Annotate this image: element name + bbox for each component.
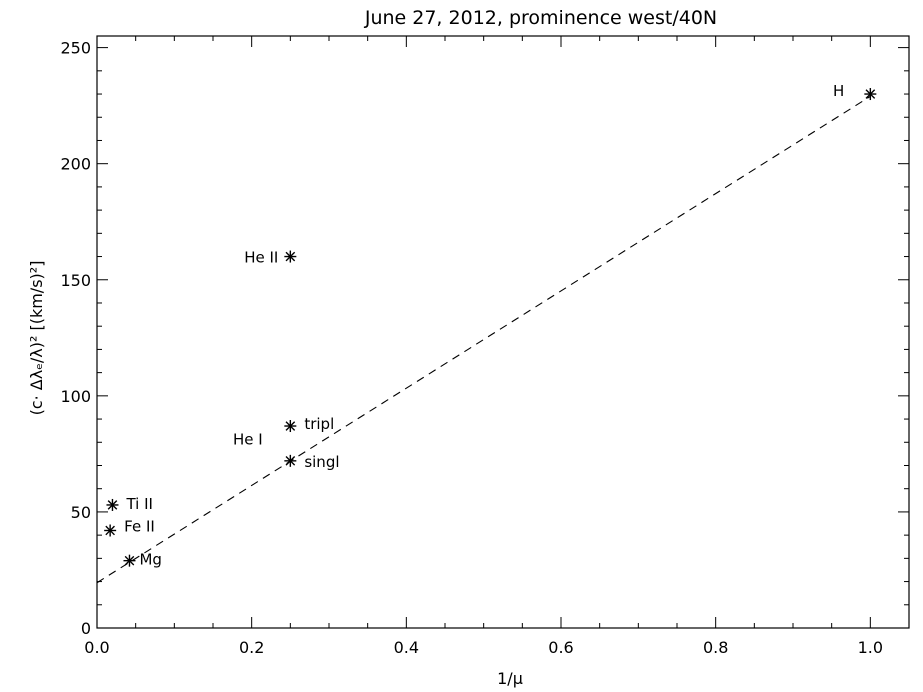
x-tick-label: 0.0 [84,638,109,657]
x-tick-label: 0.2 [239,638,264,657]
x-tick-label: 1.0 [858,638,883,657]
asterisk-marker-stroke [107,500,118,510]
y-tick-label: 50 [71,503,91,522]
data-point: Mg [123,551,162,569]
y-tick-label: 150 [60,271,91,290]
asterisk-marker-stroke [285,421,296,431]
x-axis-label: 1/μ [497,669,523,688]
point-label: singl [304,453,339,471]
y-tick-label: 250 [60,39,91,58]
fit-line [96,95,871,584]
point-label: Fe II [124,517,155,535]
asterisk-marker-stroke [285,456,296,466]
x-tick-label: 0.6 [548,638,573,657]
point-label: Ti II [125,495,152,513]
point-label: H [833,82,844,100]
data-point: tripl [284,415,334,433]
y-tick-label: 0 [81,619,91,638]
asterisk-marker-stroke [285,251,296,262]
y-axis-label: (c· Δλₑ/λ)² [(km/s)²] [27,261,46,416]
y-tick-label: 100 [60,387,91,406]
data-point: Fe II [104,517,155,537]
axis-ticks: 0.0 0.2 0.4 0.6 0.8 1.0 0 50 100 150 200 250 [60,36,910,657]
fit-line-group [96,95,871,584]
plot-frame [96,35,910,629]
data-point: He II [244,249,297,267]
data-points: H He II tripl singl Ti II Fe II Mg He I [104,82,877,569]
point-label: tripl [304,415,334,433]
asterisk-marker-stroke [105,525,115,536]
data-point: singl [284,453,340,471]
annotation-label: He I [233,431,263,449]
chart-title: June 27, 2012, prominence west/40N [364,7,717,29]
data-point: Ti II [106,495,153,513]
data-point: H [833,82,877,101]
point-label: Mg [139,551,161,569]
x-tick-label: 0.4 [394,638,419,657]
y-tick-label: 200 [60,155,91,174]
asterisk-marker-stroke [124,555,135,566]
x-tick-label: 0.8 [703,638,728,657]
point-label: He II [244,249,278,267]
asterisk-marker-stroke [865,89,876,99]
